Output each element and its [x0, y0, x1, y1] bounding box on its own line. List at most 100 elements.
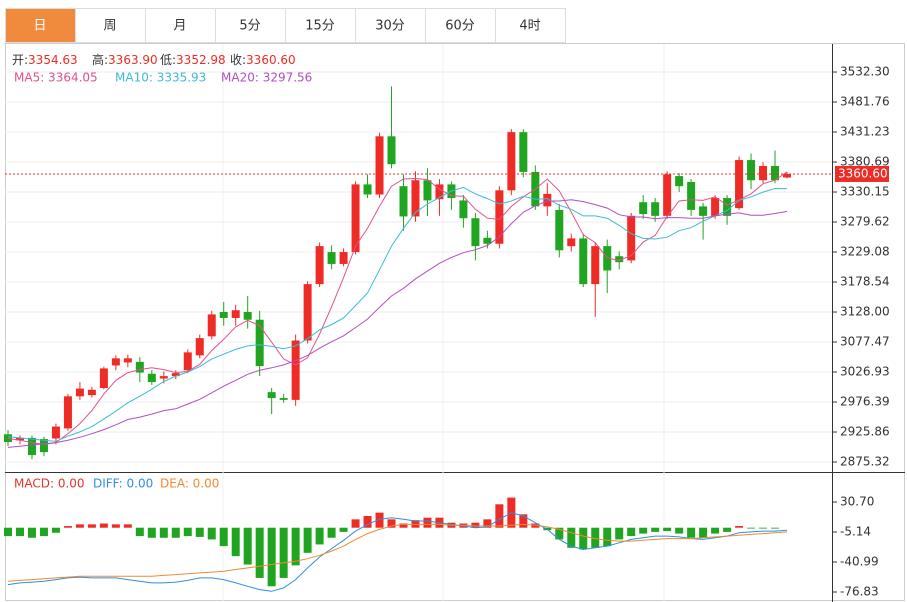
- candle-body: [123, 358, 132, 363]
- candle-body: [543, 193, 552, 207]
- ma-line: [7, 171, 788, 445]
- ohlc-legend-label: 低:: [160, 53, 176, 67]
- macd-bar: [423, 517, 432, 528]
- macd-bar: [723, 527, 732, 532]
- macd-bar: [267, 527, 276, 587]
- y-tick-label: 3431.23: [840, 125, 890, 139]
- ohlc-legend-label: 高:: [92, 52, 108, 67]
- tab-label[interactable]: 30分: [375, 19, 405, 34]
- tab[interactable]: [5, 8, 76, 43]
- candle-body: [627, 215, 636, 261]
- y-tick-label: 3178.54: [840, 275, 890, 289]
- macd-bar: [27, 527, 36, 538]
- y-tick-label: 3077.47: [840, 335, 890, 349]
- candle-body: [303, 284, 312, 341]
- candle-body: [99, 368, 108, 389]
- macd-bar: [651, 527, 660, 532]
- tab-label[interactable]: 月: [173, 19, 186, 34]
- y-tick-label: -5.14: [840, 525, 871, 539]
- macd-legend: DIFF: 0.00: [93, 477, 153, 491]
- macd-bar: [171, 527, 180, 538]
- candle-body: [171, 373, 180, 377]
- tab[interactable]: [425, 8, 496, 43]
- candle-body: [375, 136, 384, 195]
- legend-entry: MA10: 3335.93: [115, 71, 206, 85]
- macd-bar: [207, 527, 216, 540]
- y-tick-label: 3330.15: [840, 185, 890, 199]
- ohlc-legend-label: 开:: [12, 53, 28, 67]
- macd-bar: [339, 527, 348, 532]
- tab-label[interactable]: 15分: [305, 19, 335, 34]
- macd-bar: [399, 523, 408, 528]
- y-tick-label: 3532.30: [840, 65, 890, 79]
- ohlc-legend-value: 3360.60: [246, 53, 296, 67]
- tab-label[interactable]: 周: [103, 19, 116, 34]
- candle-body: [363, 184, 372, 195]
- macd-bar: [39, 527, 48, 537]
- macd-bar: [15, 527, 24, 537]
- macd-bar: [159, 527, 168, 538]
- ma-line: [7, 199, 788, 448]
- macd-bar: [663, 527, 672, 532]
- chart-frame: [5, 43, 905, 601]
- macd-bar: [567, 527, 576, 548]
- candle-body: [291, 340, 300, 400]
- ohlc-legend-value: 3354.63: [28, 53, 78, 67]
- candle-body: [579, 238, 588, 285]
- y-tick-label: 2976.39: [840, 395, 890, 409]
- macd-bar: [75, 524, 84, 528]
- macd-bar: [495, 504, 504, 528]
- ohlc-legend: 开:3354.63: [12, 53, 78, 67]
- macd-bar: [111, 524, 120, 528]
- macd-bar: [147, 527, 156, 538]
- y-tick-label: 3229.08: [840, 245, 890, 259]
- tab-label[interactable]: 60分: [445, 19, 475, 34]
- candle-body: [279, 398, 288, 400]
- tab-label[interactable]: 日: [33, 19, 46, 34]
- candle-body: [639, 202, 648, 215]
- candle-body: [663, 174, 672, 216]
- candle-body: [255, 319, 264, 367]
- ohlc-legend-value: 3363.90: [108, 53, 158, 67]
- candle-body: [4, 434, 12, 443]
- candle-body: [735, 160, 744, 209]
- y-tick-label: -76.83: [840, 584, 879, 598]
- tab[interactable]: [75, 8, 146, 43]
- candle-body: [699, 206, 708, 216]
- tab[interactable]: [285, 8, 356, 43]
- y-tick-label: 3128.00: [840, 305, 890, 319]
- tab-label[interactable]: 4时: [519, 19, 540, 34]
- macd-bar: [4, 527, 12, 537]
- y-tick-label: 3481.76: [840, 95, 890, 109]
- candle-body: [339, 252, 348, 264]
- macd-bar: [99, 523, 108, 528]
- macd-bar: [279, 527, 288, 578]
- macd-bar: [291, 527, 300, 566]
- macd-bar: [195, 527, 204, 537]
- macd-bar: [639, 527, 648, 534]
- ohlc-legend-label: 收:: [230, 53, 246, 67]
- candle-body: [399, 186, 408, 217]
- candle-body: [75, 388, 84, 397]
- y-tick-label: -40.99: [840, 555, 879, 569]
- candle-body: [435, 184, 444, 200]
- macd-bar: [555, 527, 564, 540]
- candle-body: [207, 314, 216, 337]
- candle-body: [159, 376, 168, 379]
- candle-body: [351, 184, 360, 253]
- macd-line: [7, 512, 788, 592]
- candle-body: [495, 190, 504, 244]
- macd-bar: [735, 526, 744, 528]
- macd-bar: [603, 527, 612, 547]
- candle-body: [231, 310, 240, 318]
- macd-bar: [231, 527, 240, 557]
- tab[interactable]: [145, 8, 216, 43]
- ohlc-legend: 收:3360.60: [230, 53, 296, 67]
- candle-body: [615, 256, 624, 263]
- macd-bar: [63, 526, 72, 528]
- candle-body: [591, 246, 600, 285]
- macd-bar: [219, 527, 228, 547]
- tab[interactable]: [495, 8, 566, 43]
- tab-label[interactable]: 5分: [239, 19, 260, 34]
- macd-bar: [747, 527, 756, 529]
